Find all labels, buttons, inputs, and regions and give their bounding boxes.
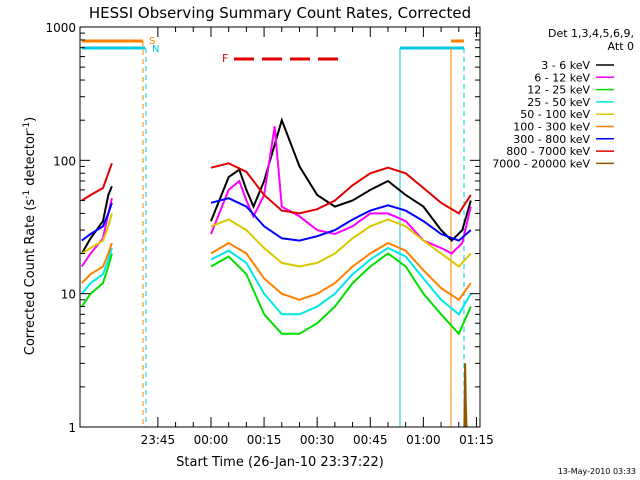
x-tick-label: 01:00 <box>406 433 441 447</box>
series-line-2 <box>80 252 472 336</box>
legend-title-line-1: Det 1,3,4,5,6,9, <box>548 27 634 40</box>
x-tick-label: 00:15 <box>247 433 282 447</box>
x-tick-label: 01:15 <box>459 433 494 447</box>
annotation-n: N <box>152 44 159 55</box>
chart-title: HESSI Observing Summary Count Rates, Cor… <box>89 4 471 22</box>
x-tick-label: 00:30 <box>300 433 335 447</box>
legend-label-5: 100 - 300 keV <box>513 121 590 134</box>
legend-label-6: 300 - 800 keV <box>513 133 590 146</box>
annotation-f: F <box>222 52 228 65</box>
y-tick-label: 10 <box>61 288 76 302</box>
series-line-8 <box>463 363 468 428</box>
x-axis-label: Start Time (26-Jan-10 23:37:22) <box>176 455 384 470</box>
legend-label-7: 800 - 7000 keV <box>506 145 590 158</box>
y-tick-label: 1000 <box>45 21 76 35</box>
series-line-7 <box>81 162 472 215</box>
legend-label-3: 25 - 50 keV <box>527 96 590 109</box>
annotation-s: S <box>149 36 155 47</box>
series-layer <box>80 117 472 428</box>
series-line-4 <box>81 213 472 268</box>
series-line-3 <box>81 246 472 316</box>
series-line-5 <box>81 241 472 302</box>
footer-date: 13-May-2010 03:33 <box>558 467 636 476</box>
legend-label-1: 6 - 12 keV <box>534 71 590 84</box>
legend-label-2: 12 - 25 keV <box>527 84 590 97</box>
plot-frame <box>79 26 481 428</box>
axis-layer: 1 10 100 1000 23:45 00:00 00:15 00:30 00:45 01:00… <box>45 21 493 447</box>
series-line-6 <box>81 197 472 242</box>
y-tick-label: 1 <box>68 421 76 435</box>
x-tick-label: 23:45 <box>141 433 176 447</box>
x-tick-label: 00:00 <box>194 433 229 447</box>
legend-label-0: 3 - 6 keV <box>541 59 590 72</box>
series-line-0 <box>80 117 472 255</box>
y-axis-label: Corrected Count Rate (s-1 detector-1) <box>22 117 38 355</box>
legend-title-line-2: Att 0 <box>608 40 634 53</box>
legend-label-8: 7000 - 20000 keV <box>492 157 590 170</box>
status-segments <box>82 39 465 427</box>
x-tick-label: 00:45 <box>353 433 388 447</box>
y-tick-label: 100 <box>53 154 76 168</box>
series-line-1 <box>80 126 472 268</box>
legend-label-4: 50 - 100 keV <box>520 108 590 121</box>
